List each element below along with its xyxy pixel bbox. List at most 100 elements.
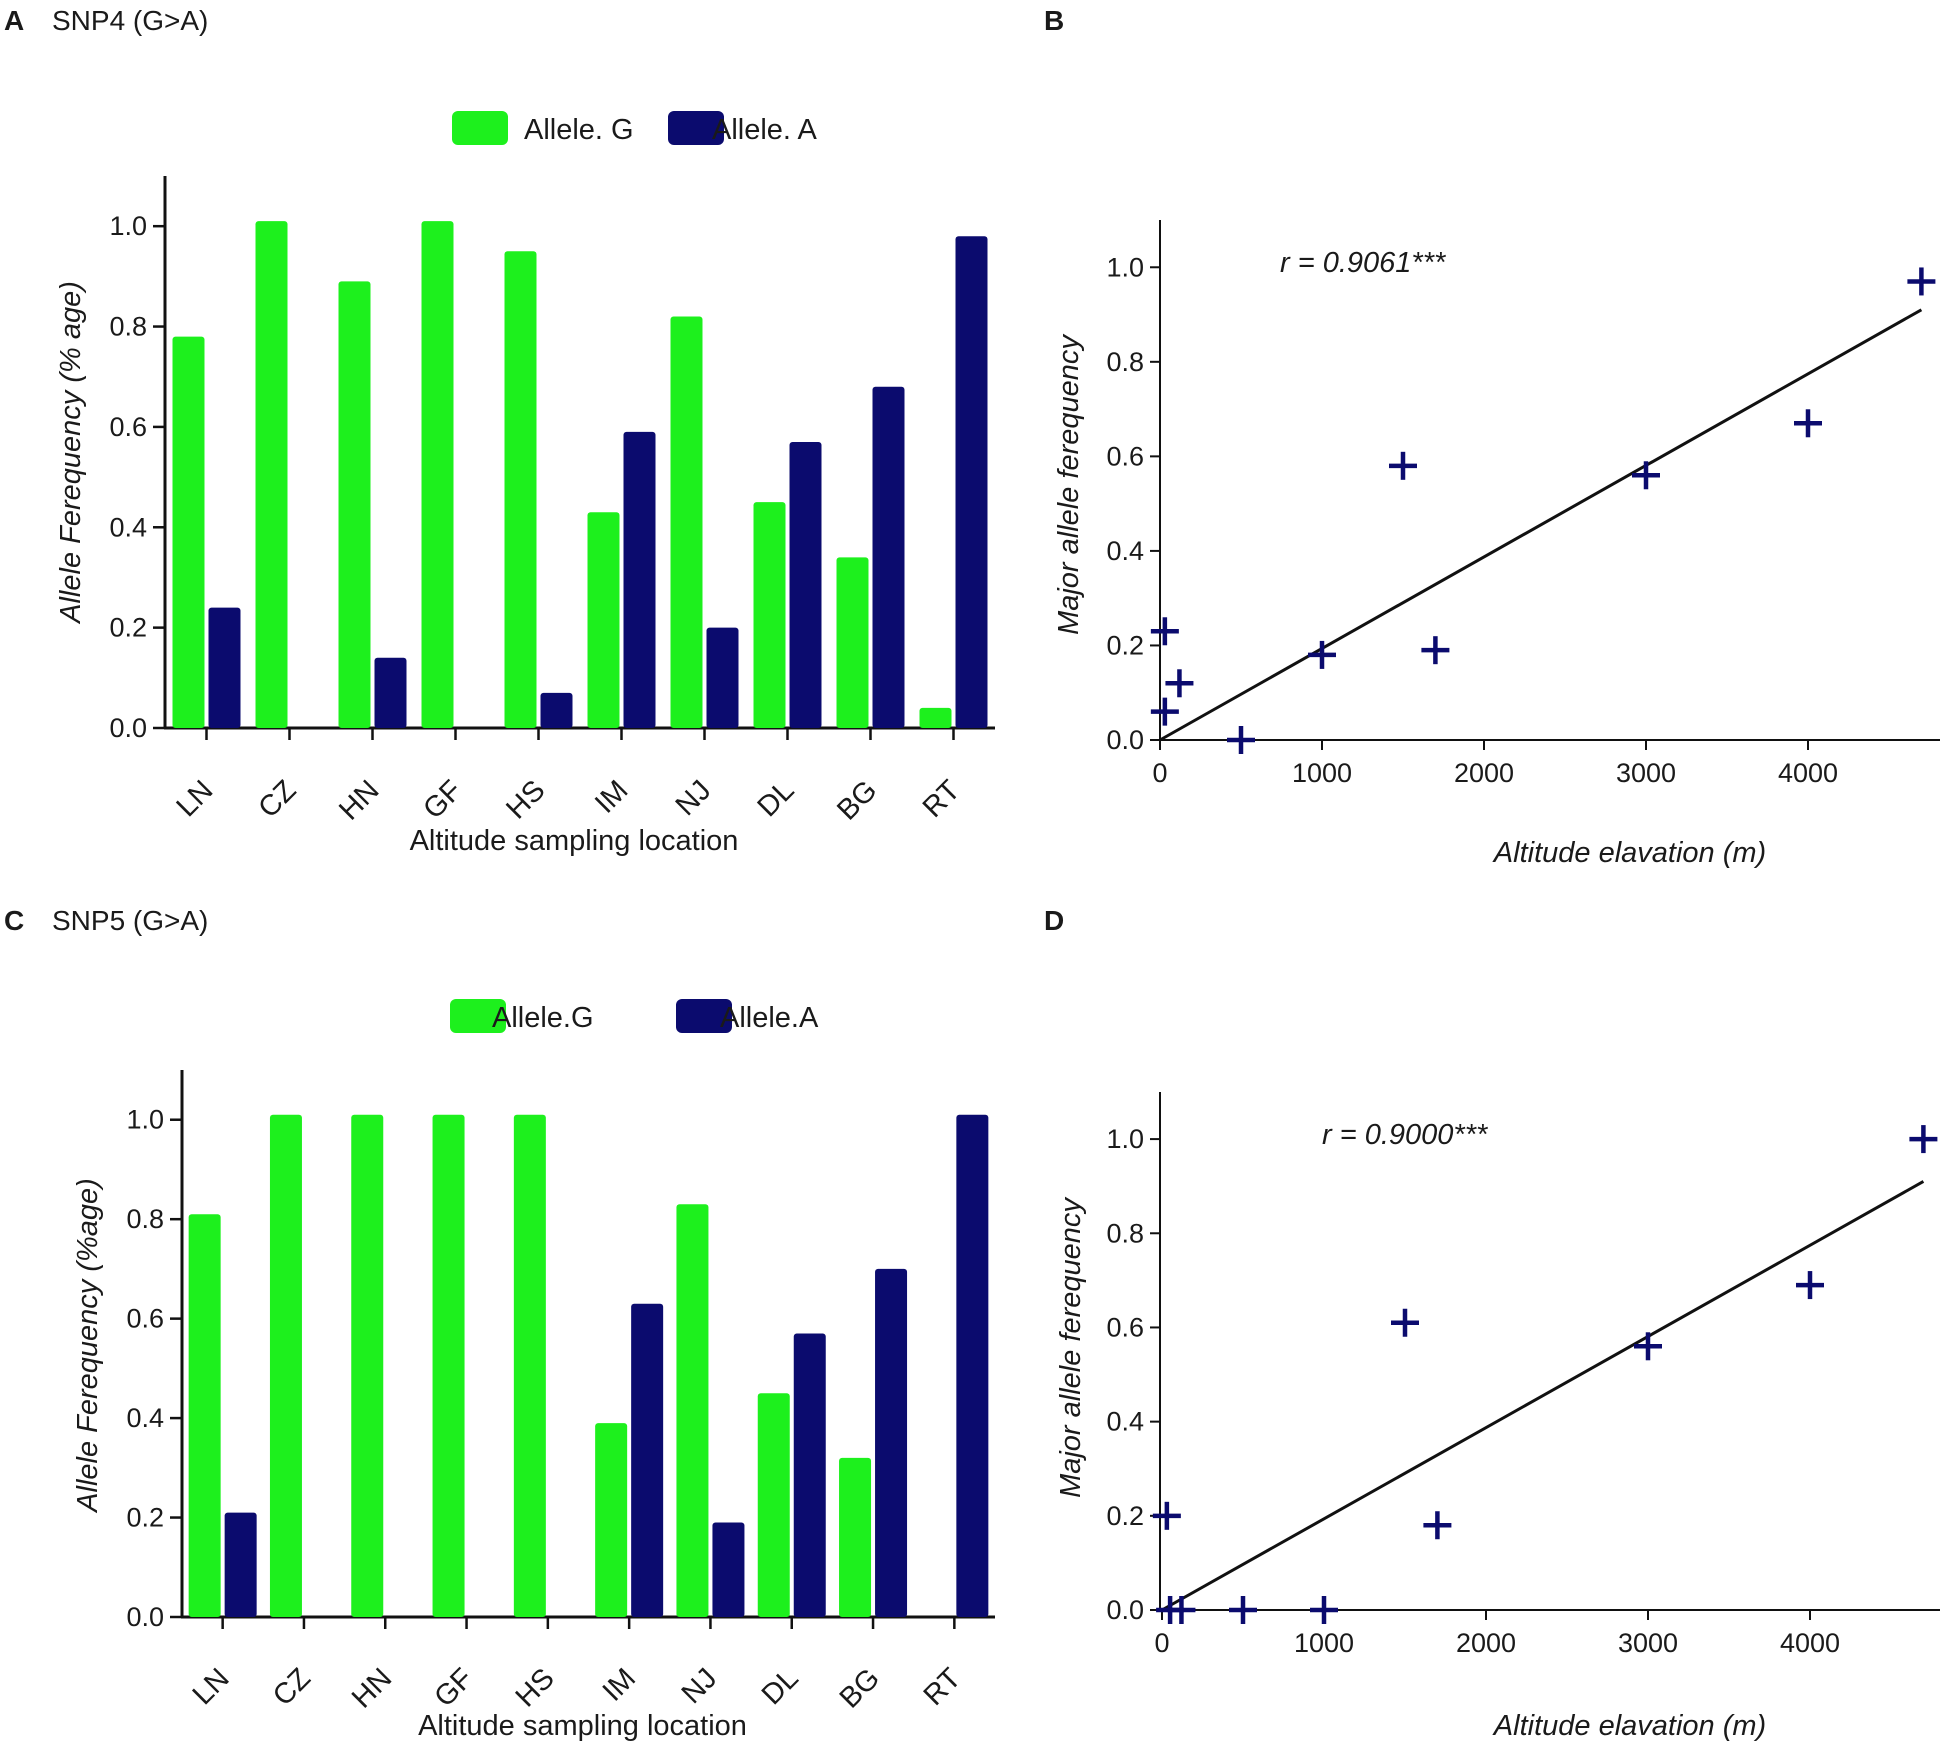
bar-chart-snp4: 0.0 0.2 0.4 0.6 0.8 1.0 LN CZ HN GF HS IM NJ DL BG RT Al… [55,111,995,857]
regression-line [1159,308,1923,742]
bar-alleleg-gf [421,221,454,728]
data-point [1152,1501,1181,1530]
legend-swatch [452,111,508,145]
category-label-dl: DL [756,1662,805,1711]
bar-alleleg-nj [676,1204,709,1617]
bar-alleleg-dl [753,502,786,728]
category-label-cz: CZ [252,774,302,824]
regression-line [1161,1180,1925,1612]
category-label-hs: HS [500,774,551,825]
legend-label: Allele. G [524,114,634,146]
bar-alleleg-hn [351,1114,384,1617]
bar-allelea-dl [793,1333,826,1617]
bar-allelea-rt [955,236,988,728]
y-axis-label: Major allele ferequency [1053,334,1085,635]
x-tick-label: 0 [1152,758,1167,788]
bar-alleleg-cz [255,221,288,728]
data-point [1165,669,1194,698]
bar-allelea-nj [706,627,739,728]
bar-alleleg-gf [432,1114,465,1617]
x-tick-label: 1000 [1292,758,1352,788]
x-tick-label: 0 [1154,1628,1169,1658]
category-label-im: IM [597,1662,642,1707]
category-label-cz: CZ [267,1662,317,1712]
y-tick-label: 0.0 [109,713,147,743]
bar-allelea-hn [374,657,407,728]
y-tick-label: 0.0 [1106,725,1144,755]
bar-allelea-rt [956,1114,989,1617]
x-axis-label: Altitude elavation (m) [1492,1710,1766,1742]
bar-allelea-ln [224,1512,257,1617]
data-point [1167,1596,1196,1624]
y-tick-label: 0.0 [1106,1595,1144,1625]
panel-label-b: B [1044,5,1064,36]
y-tick-label: 0.4 [1106,536,1144,566]
x-axis-label: Altitude sampling location [418,1710,747,1742]
data-point [1391,1308,1419,1337]
y-tick-label: 1.0 [1106,252,1144,282]
y-tick-label: 0.2 [126,1503,164,1533]
panel-title-c: SNP5 (G>A) [52,905,208,936]
bar-alleleg-cz [269,1114,302,1617]
bar-allelea-ln [208,607,241,728]
data-point [1389,451,1417,480]
y-axis-label: Allele Ferequency (%age) [72,1178,104,1514]
category-label-nj: NJ [670,774,718,822]
y-axis-label: Allele Ferequency (% age) [55,281,87,625]
y-tick-label: 1.0 [109,211,147,241]
bar-allelea-im [623,431,656,728]
bar-alleleg-ln [172,336,205,728]
data-point [1634,1332,1662,1361]
scatter-chart-snp5: 0.0 0.2 0.4 0.6 0.8 1.0 0 1000 2000 3000 4000 r = 0… [1055,1092,1940,1742]
legend-label: Allele.G [492,1002,594,1034]
data-point [1421,636,1450,665]
category-label-im: IM [589,774,634,819]
x-tick-label: 2000 [1454,758,1514,788]
data-point [1632,461,1660,490]
data-point [1909,1125,1938,1154]
category-label-rt: RT [917,774,967,824]
y-tick-label: 0.8 [1106,347,1144,377]
panel-label-a: A [4,5,24,36]
y-tick-label: 0.4 [126,1403,164,1433]
bar-chart-snp5: 0.0 0.2 0.4 0.6 0.8 1.0 LN CZ HN GF HS IM NJ DL BG RT Al… [72,999,995,1742]
y-tick-label: 0.2 [1106,630,1144,660]
data-point [1308,640,1336,669]
data-point [1227,726,1255,754]
bar-alleleg-hs [504,251,537,729]
data-point [1796,1271,1824,1300]
category-label-rt: RT [918,1662,968,1712]
y-tick-label: 0.4 [109,512,147,542]
correlation-annotation: r = 0.9000*** [1322,1119,1489,1151]
x-tick-label: 3000 [1618,1628,1678,1658]
x-tick-label: 3000 [1616,758,1676,788]
y-tick-label: 1.0 [1106,1124,1144,1154]
y-tick-label: 0.8 [1106,1218,1144,1248]
category-label-bg: BG [834,1662,886,1714]
y-tick-label: 0.0 [126,1602,164,1632]
category-label-gf: GF [417,774,468,825]
bar-alleleg-im [587,512,620,728]
category-label-ln: LN [171,774,220,823]
bar-allelea-bg [875,1268,908,1617]
y-tick-label: 0.6 [126,1304,164,1334]
bar-alleleg-bg [836,557,869,728]
bar-allelea-hs [540,692,573,728]
bar-alleleg-rt [919,707,952,728]
category-label-nj: NJ [676,1662,724,1710]
panel-title-a: SNP4 (G>A) [52,5,208,36]
x-tick-label: 2000 [1456,1628,1516,1658]
y-tick-label: 0.2 [109,613,147,643]
bar-alleleg-dl [757,1393,790,1617]
data-point [1907,267,1936,296]
y-tick-label: 0.6 [1106,441,1144,471]
bar-allelea-bg [872,386,905,728]
y-tick-label: 0.4 [1106,1407,1144,1437]
category-label-gf: GF [428,1662,479,1713]
bar-alleleg-im [595,1423,628,1617]
bar-alleleg-hn [338,281,371,728]
category-label-hn: HN [346,1662,398,1714]
category-label-hn: HN [333,774,385,826]
y-tick-label: 0.2 [1106,1501,1144,1531]
y-tick-label: 0.8 [109,312,147,342]
